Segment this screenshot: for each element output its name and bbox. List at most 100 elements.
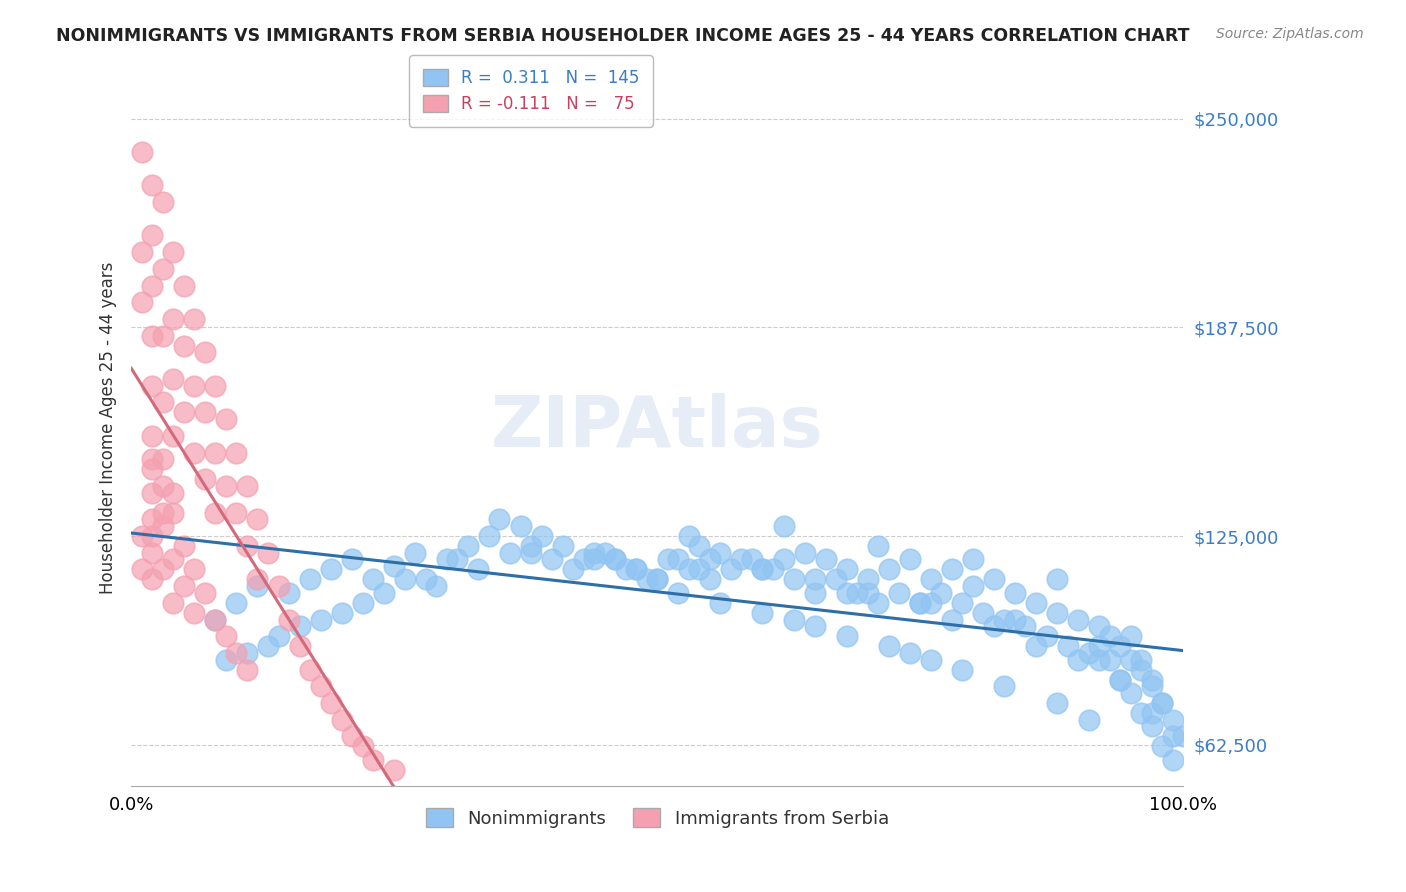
Point [835, 586, 858, 600]
Point [321, 696, 343, 710]
Point [131, 145, 153, 159]
Point [562, 562, 585, 576]
Point [1004, 613, 1026, 627]
Point [321, 562, 343, 576]
Point [983, 619, 1005, 633]
Point [605, 552, 627, 566]
Point [162, 245, 184, 260]
Point [141, 485, 163, 500]
Point [910, 596, 932, 610]
Point [1046, 696, 1069, 710]
Legend: Nonimmigrants, Immigrants from Serbia: Nonimmigrants, Immigrants from Serbia [419, 801, 896, 835]
Point [868, 539, 890, 553]
Point [1098, 652, 1121, 666]
Point [1077, 713, 1099, 727]
Point [962, 579, 984, 593]
Point [183, 378, 205, 392]
Point [162, 596, 184, 610]
Point [382, 559, 405, 574]
Point [699, 573, 721, 587]
Point [1035, 629, 1057, 643]
Point [152, 395, 174, 409]
Point [657, 552, 679, 566]
Point [404, 546, 426, 560]
Point [877, 639, 900, 653]
Point [962, 552, 984, 566]
Point [835, 562, 858, 576]
Point [1161, 753, 1184, 767]
Point [950, 663, 973, 677]
Point [835, 629, 858, 643]
Point [520, 539, 543, 553]
Point [204, 613, 226, 627]
Point [162, 312, 184, 326]
Point [1130, 663, 1153, 677]
Point [236, 539, 259, 553]
Point [583, 552, 606, 566]
Point [131, 562, 153, 576]
Point [709, 546, 731, 560]
Point [162, 485, 184, 500]
Point [152, 479, 174, 493]
Point [856, 586, 879, 600]
Point [993, 613, 1015, 627]
Point [246, 512, 269, 526]
Point [1161, 730, 1184, 744]
Point [141, 546, 163, 560]
Point [141, 228, 163, 243]
Point [162, 506, 184, 520]
Point [1004, 586, 1026, 600]
Point [152, 328, 174, 343]
Point [373, 586, 395, 600]
Point [1098, 629, 1121, 643]
Point [340, 552, 363, 566]
Y-axis label: Householder Income Ages 25 - 44 years: Householder Income Ages 25 - 44 years [100, 261, 117, 594]
Point [1025, 596, 1047, 610]
Point [141, 178, 163, 193]
Point [278, 586, 301, 600]
Point [194, 405, 217, 419]
Point [626, 562, 648, 576]
Point [1161, 713, 1184, 727]
Point [141, 429, 163, 443]
Point [1173, 730, 1195, 744]
Point [236, 646, 259, 660]
Point [394, 573, 416, 587]
Text: ZIPAtlas: ZIPAtlas [491, 393, 824, 462]
Point [614, 562, 637, 576]
Point [1088, 652, 1111, 666]
Point [1046, 573, 1069, 587]
Point [236, 479, 259, 493]
Point [478, 529, 501, 543]
Point [720, 562, 742, 576]
Point [309, 613, 332, 627]
Point [1140, 673, 1163, 687]
Point [141, 512, 163, 526]
Point [751, 606, 773, 620]
Point [898, 646, 921, 660]
Point [488, 512, 510, 526]
Point [1014, 619, 1036, 633]
Point [772, 519, 794, 533]
Point [1067, 652, 1090, 666]
Point [1056, 639, 1078, 653]
Point [173, 579, 195, 593]
Point [783, 613, 806, 627]
Point [950, 596, 973, 610]
Point [825, 573, 848, 587]
Point [173, 278, 195, 293]
Point [868, 596, 890, 610]
Point [699, 552, 721, 566]
Point [889, 586, 911, 600]
Point [162, 552, 184, 566]
Point [309, 679, 332, 693]
Point [645, 573, 668, 587]
Point [993, 679, 1015, 693]
Point [141, 573, 163, 587]
Point [877, 562, 900, 576]
Point [920, 573, 942, 587]
Point [688, 539, 710, 553]
Point [204, 378, 226, 392]
Point [520, 546, 543, 560]
Point [983, 573, 1005, 587]
